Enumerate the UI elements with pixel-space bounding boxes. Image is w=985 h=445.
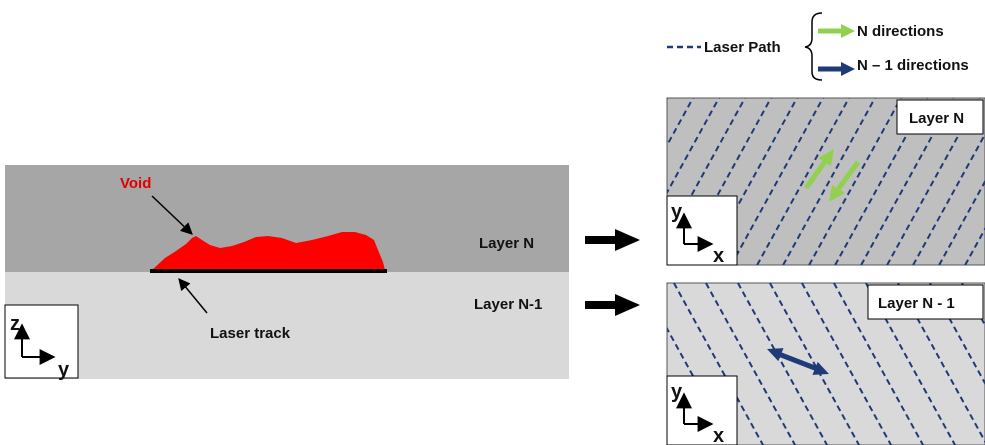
connector-arrows [585, 229, 640, 316]
top-view-layer-n-label: Layer N [909, 110, 964, 127]
axes-xy-box-layer-n: y x [666, 195, 738, 267]
laser-track-label: Laser track [210, 325, 291, 342]
laser-path-line-layer-n [756, 98, 850, 265]
laser-path-line-layer-n [834, 98, 928, 265]
legend-n1-directions-label: N – 1 directions [857, 57, 969, 74]
legend-n-directions-label: N directions [857, 23, 944, 40]
laser-path-line-layer-n [964, 226, 985, 265]
axes-xy-box-layer-n1: y x [666, 375, 738, 445]
legend-laser-path-label: Laser Path [704, 39, 781, 56]
laser-path-line-layer-n [938, 179, 985, 265]
n1-direction-arrow [767, 348, 829, 375]
layer-n1-label: Layer N-1 [474, 296, 542, 313]
laser-path-line-layer-n1 [705, 283, 796, 445]
layer-n1-band [5, 272, 569, 379]
top-view-layer-n1-label: Layer N - 1 [878, 295, 955, 312]
legend-navy-arrow-icon [818, 62, 855, 76]
arrow-to-layer-n [585, 229, 640, 251]
legend-green-arrow-icon [818, 24, 855, 38]
layer-n-label: Layer N [479, 235, 534, 252]
axis-x-label-layer-n: x [713, 245, 724, 267]
laser-path-line-layer-n [782, 98, 876, 265]
axes-zy-box: z y [4, 304, 79, 381]
layer-n1-tag-box [867, 284, 984, 320]
axis-x-label-layer-n1: x [713, 425, 724, 445]
laser-path-line-layer-n1 [833, 283, 924, 445]
axis-y-label-layer-n1: y [671, 381, 683, 403]
top-view-layer-n: Layer N y x [666, 97, 985, 267]
laser-path-line-layer-n1 [769, 283, 860, 445]
laser-path-line-layer-n1 [801, 283, 892, 445]
laser-path-line-layer-n1 [673, 283, 764, 445]
void-shape [152, 232, 385, 270]
laser-path-line-layer-n [730, 98, 824, 265]
top-view-layer-n1: Layer N - 1 y x [666, 282, 985, 445]
axis-y-label-layer-n: y [671, 201, 683, 223]
laser-path-line-layer-n [667, 98, 720, 195]
laser-path-line-layer-n1 [737, 283, 828, 445]
laser-path-line-layer-n [886, 98, 980, 265]
laser-track-pointer-arrow [178, 278, 208, 314]
laser-path-line-layer-n [860, 98, 954, 265]
axis-y-label: y [58, 359, 70, 381]
arrow-to-layer-n1 [585, 294, 640, 316]
legend-brace [804, 12, 823, 81]
laser-path-line-layer-n [808, 98, 902, 265]
n-direction-arrows [803, 149, 861, 202]
legend: Laser Path N directions N – 1 directions [667, 12, 969, 81]
layer-n-tag-box [896, 99, 984, 135]
cross-section: Void Laser track Layer N Layer N-1 z y [4, 165, 569, 381]
void-pointer-arrow [151, 195, 193, 235]
laser-path-line-layer-n [912, 132, 985, 265]
axis-z-label: z [10, 313, 20, 335]
void-label: Void [120, 175, 151, 192]
